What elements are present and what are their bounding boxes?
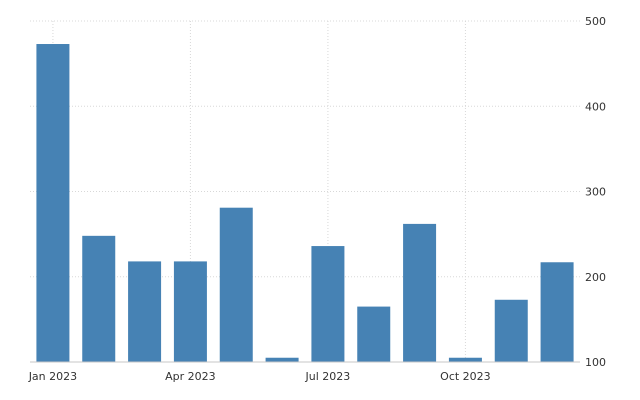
bar-dec-2023[interactable] (540, 262, 574, 362)
bar-may-2023[interactable] (219, 207, 253, 362)
x-tick-label: Jul 2023 (305, 370, 351, 383)
bar-oct-2023[interactable] (448, 357, 482, 362)
bar-nov-2023[interactable] (494, 299, 528, 362)
y-tick-label: 200 (585, 271, 606, 284)
bar-jan-2023[interactable] (36, 44, 70, 363)
x-tick-label: Apr 2023 (165, 370, 216, 383)
bar-feb-2023[interactable] (82, 235, 116, 362)
y-tick-label: 400 (585, 100, 606, 113)
bar-sep-2023[interactable] (403, 223, 437, 362)
bar-aug-2023[interactable] (357, 306, 391, 362)
y-axis-ticks: 100 200 300 400 500 (585, 15, 606, 369)
x-axis-ticks: Jan 2023 Apr 2023 Jul 2023 Oct 2023 (28, 370, 491, 383)
y-tick-label: 100 (585, 356, 606, 369)
bar-mar-2023[interactable] (128, 261, 162, 362)
bar-jul-2023[interactable] (311, 246, 345, 362)
bar-apr-2023[interactable] (173, 261, 207, 362)
y-tick-label: 500 (585, 15, 606, 28)
y-tick-label: 300 (585, 186, 606, 199)
bar-jun-2023[interactable] (265, 357, 299, 362)
x-tick-label: Jan 2023 (28, 370, 77, 383)
x-tick-label: Oct 2023 (440, 370, 491, 383)
bars (36, 44, 574, 363)
